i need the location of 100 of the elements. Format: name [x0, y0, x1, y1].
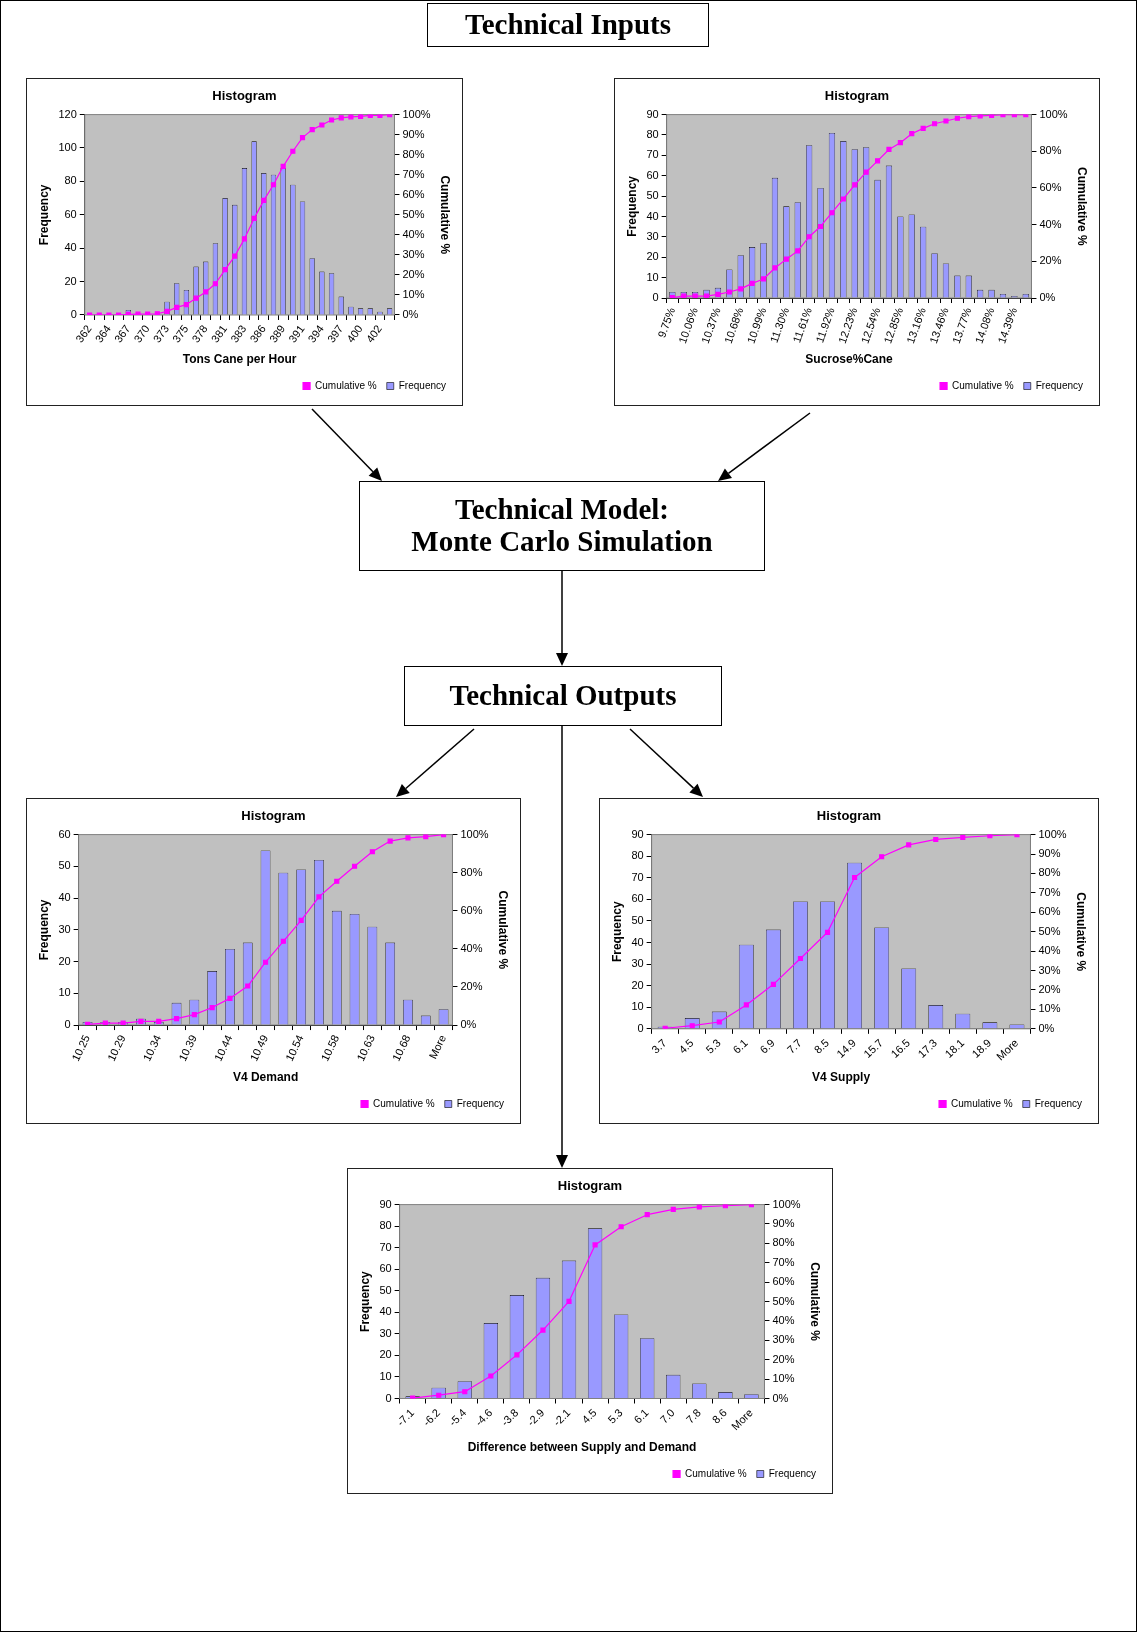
point — [772, 265, 778, 271]
point — [618, 1224, 624, 1230]
x-tick-label: 3.7 — [649, 1036, 669, 1056]
x-tick-label: 10.99% — [744, 305, 769, 346]
y2-tick-label: 80% — [1039, 144, 1062, 157]
x-tick-label: 389 — [266, 322, 288, 345]
x-tick-label: -4.6 — [472, 1406, 495, 1429]
point — [933, 836, 939, 843]
point — [977, 114, 983, 119]
y2-axis-title: Cumulative % — [496, 890, 511, 970]
y-tick-label: 10 — [646, 270, 659, 283]
x-tick-label: 4.5 — [676, 1036, 696, 1056]
text: Technical Outputs — [404, 666, 722, 726]
y2-tick-label: 80% — [402, 147, 425, 160]
y-tick-label: 50 — [646, 189, 659, 202]
y-tick-label: 30 — [646, 229, 659, 242]
x-axis-title: Sucrose%Cane — [805, 352, 894, 367]
y2-tick-label: 100% — [402, 107, 431, 120]
x-tick-label: 10.63 — [354, 1032, 377, 1063]
y-tick-label: 20 — [58, 954, 71, 967]
y2-tick-label: 80% — [460, 865, 483, 878]
legend-label: Frequency — [1034, 1097, 1082, 1109]
y2-tick-label: 60% — [1038, 905, 1061, 918]
y-tick-label: 60 — [379, 1262, 392, 1275]
point — [931, 121, 938, 127]
point — [863, 169, 869, 175]
point — [696, 1204, 702, 1210]
y-tick-label: 40 — [646, 209, 659, 222]
y-tick-label: 0 — [70, 308, 77, 321]
x-tick-label: 9.75% — [655, 305, 678, 340]
x-tick-label: 18.1 — [942, 1036, 967, 1060]
point — [145, 311, 151, 315]
chart-title: Histogram — [212, 88, 277, 104]
y2-tick-label: 50% — [402, 207, 425, 220]
y-tick-label: 80 — [64, 174, 77, 187]
point — [920, 125, 926, 131]
y-tick-label: 0 — [64, 1018, 71, 1031]
point — [174, 304, 180, 310]
x-tick-label: 383 — [228, 322, 249, 345]
x-tick-label: 373 — [150, 322, 172, 345]
point — [280, 163, 286, 169]
point — [191, 1012, 197, 1018]
y2-tick-label: 60% — [460, 903, 483, 916]
point — [987, 834, 993, 839]
x-tick-label: 381 — [208, 322, 230, 345]
y2-tick-label: 50% — [1038, 924, 1061, 937]
point — [298, 917, 304, 923]
y-tick-label: 80 — [646, 128, 659, 141]
point — [738, 286, 744, 292]
y-tick-label: 80 — [379, 1219, 392, 1232]
y-tick-label: 60 — [646, 168, 659, 181]
x-tick-label: -5.4 — [446, 1406, 469, 1429]
point — [592, 1242, 598, 1248]
y2-axis-title: Cumulative % — [808, 1262, 823, 1342]
point — [262, 959, 269, 965]
x-tick-label: 7.7 — [784, 1036, 804, 1056]
y-tick-label: 30 — [379, 1326, 392, 1339]
y-tick-label: 30 — [58, 922, 71, 935]
point — [770, 981, 776, 987]
y2-tick-label: 20% — [1039, 254, 1062, 267]
y2-tick-label: 40% — [1039, 217, 1062, 230]
point — [840, 196, 846, 202]
y2-tick-label: 40% — [460, 941, 483, 954]
point — [405, 835, 411, 841]
x-tick-label: 402 — [363, 322, 385, 345]
point — [1000, 114, 1006, 118]
y-tick-label: 30 — [631, 957, 644, 970]
y2-tick-label: 30% — [772, 1333, 795, 1346]
point — [760, 276, 767, 282]
y-tick-label: 70 — [646, 148, 659, 161]
point — [783, 256, 789, 262]
x-tick-label: 10.68% — [721, 305, 746, 346]
y-tick-label: 20 — [64, 274, 77, 287]
point — [954, 115, 960, 121]
y2-tick-label: 60% — [402, 187, 425, 200]
point — [135, 311, 141, 315]
point — [164, 308, 170, 314]
y-tick-label: 90 — [631, 827, 644, 840]
y-tick-label: 50 — [58, 859, 71, 872]
point — [943, 118, 949, 124]
point — [183, 301, 189, 308]
x-tick-label: 378 — [189, 322, 210, 345]
point — [829, 210, 835, 216]
y-tick-label: 0 — [637, 1021, 644, 1034]
x-tick-label: 6.1 — [631, 1406, 651, 1426]
point — [334, 878, 340, 884]
x-tick-label: 370 — [131, 322, 152, 345]
point — [222, 267, 228, 273]
x-tick-label: -6.2 — [420, 1406, 443, 1429]
y-tick-label: 10 — [379, 1369, 392, 1382]
y-tick-label: 20 — [379, 1348, 392, 1361]
y-tick-label: 20 — [646, 250, 659, 263]
y2-axis-title: Cumulative % — [1075, 166, 1090, 246]
point — [369, 849, 375, 855]
legend-label: Frequency — [1035, 379, 1083, 391]
x-tick-label: 10.54 — [282, 1032, 306, 1063]
y-tick-label: 90 — [646, 107, 659, 120]
point — [338, 115, 344, 121]
point — [540, 1327, 546, 1333]
point — [270, 182, 277, 188]
